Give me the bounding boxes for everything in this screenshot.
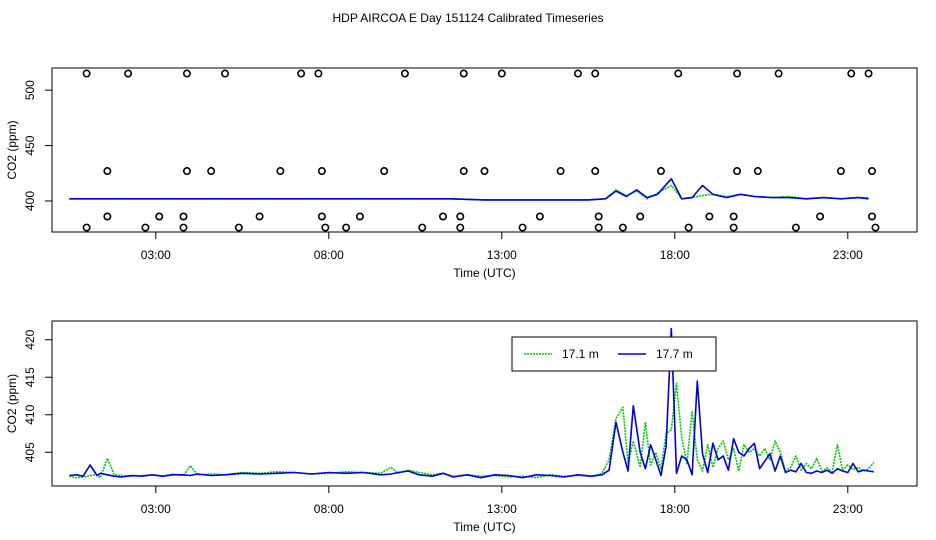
scatter-point xyxy=(255,212,264,221)
x-axis-label: Time (UTC) xyxy=(453,520,515,534)
scatter-point xyxy=(456,212,465,221)
x-tick-label: 18:00 xyxy=(660,502,690,516)
x-tick-label: 13:00 xyxy=(487,248,517,262)
scatter-point xyxy=(82,69,91,78)
legend: 17.1 m 17.7 m xyxy=(511,336,717,372)
y-tick-label: 415 xyxy=(23,367,37,387)
scatter-point xyxy=(438,212,447,221)
scatter-point xyxy=(594,223,603,232)
scatter-point xyxy=(518,223,527,232)
scatter-point xyxy=(141,223,150,232)
scatter-point xyxy=(497,69,506,78)
scatter-point xyxy=(321,223,330,232)
y-axis-label: CO2 (ppm) xyxy=(5,120,19,179)
scatter-point xyxy=(535,212,544,221)
chart-title: HDP AIRCOA E Day 151124 Calibrated Times… xyxy=(332,11,603,25)
scatter-point xyxy=(573,69,582,78)
scatter-point xyxy=(456,223,465,232)
scatter-point xyxy=(674,69,683,78)
x-tick-label: 23:00 xyxy=(833,502,863,516)
y-tick-label: 405 xyxy=(23,442,37,462)
scatter-point xyxy=(179,212,188,221)
scatter-point xyxy=(753,167,762,176)
scatter-point xyxy=(317,167,326,176)
scatter-point xyxy=(418,223,427,232)
scatter-point xyxy=(221,69,230,78)
scatter-point xyxy=(618,223,627,232)
plot-frame xyxy=(51,320,918,487)
scatter-point xyxy=(314,69,323,78)
scatter-point xyxy=(591,167,600,176)
scatter-point xyxy=(82,223,91,232)
scatter-point xyxy=(816,212,825,221)
x-tick-label: 08:00 xyxy=(314,248,344,262)
scatter-point xyxy=(594,212,603,221)
scatter-point xyxy=(480,167,489,176)
scatter-point xyxy=(556,167,565,176)
scatter-point xyxy=(871,223,880,232)
scatter-point xyxy=(864,69,873,78)
scatter-point xyxy=(179,223,188,232)
scatter-point xyxy=(182,167,191,176)
x-tick-label: 08:00 xyxy=(314,502,344,516)
series-line-green xyxy=(69,382,875,479)
scatter-point xyxy=(729,212,738,221)
scatter-point xyxy=(459,167,468,176)
scatter-point xyxy=(317,212,326,221)
x-tick-label: 18:00 xyxy=(660,248,690,262)
scatter-point xyxy=(380,167,389,176)
scatter-point xyxy=(276,167,285,176)
scatter-point xyxy=(774,69,783,78)
scatter-point xyxy=(847,69,856,78)
scatter-point xyxy=(355,212,364,221)
scatter-point xyxy=(868,212,877,221)
series-line-green xyxy=(69,184,869,201)
y-tick-label: 450 xyxy=(23,135,37,155)
scatter-point xyxy=(591,69,600,78)
scatter-point xyxy=(656,167,665,176)
scatter-point xyxy=(705,212,714,221)
scatter-point xyxy=(103,167,112,176)
scatter-point xyxy=(729,223,738,232)
scatter-point xyxy=(400,69,409,78)
scatter-point xyxy=(124,69,133,78)
y-axis-label: CO2 (ppm) xyxy=(5,374,19,433)
scatter-point xyxy=(297,69,306,78)
scatter-point xyxy=(733,69,742,78)
x-tick-label: 03:00 xyxy=(141,502,171,516)
scatter-point xyxy=(234,223,243,232)
series-group xyxy=(69,327,875,479)
scatter-point xyxy=(459,69,468,78)
x-tick-label: 13:00 xyxy=(487,502,517,516)
scatter-point xyxy=(733,167,742,176)
legend-label: 17.7 m xyxy=(656,347,693,361)
scatter-point xyxy=(636,212,645,221)
x-tick-label: 23:00 xyxy=(833,248,863,262)
scatter-point xyxy=(103,212,112,221)
y-tick-label: 410 xyxy=(23,404,37,424)
scatter-point xyxy=(207,167,216,176)
scatter-point xyxy=(155,212,164,221)
scatter-point xyxy=(868,167,877,176)
legend-label: 17.1 m xyxy=(562,347,599,361)
bottom-panel: 03:00 08:00 13:00 18:00 23:00 Time (UTC) 405 41… xyxy=(5,320,918,534)
y-tick-label: 400 xyxy=(23,191,37,211)
top-panel: 03:00 08:00 13:00 18:00 23:00 Time (UTC) 400 45… xyxy=(5,67,918,280)
scatter-point xyxy=(342,223,351,232)
series-group xyxy=(69,69,880,232)
scatter-point xyxy=(684,223,693,232)
y-tick-label: 420 xyxy=(23,329,37,349)
y-tick-label: 500 xyxy=(23,80,37,100)
scatter-point xyxy=(836,167,845,176)
plot-frame xyxy=(51,67,918,233)
series-line-blue xyxy=(69,178,869,201)
scatter-point xyxy=(182,69,191,78)
x-axis-label: Time (UTC) xyxy=(453,266,515,280)
scatter-point xyxy=(791,223,800,232)
x-tick-label: 03:00 xyxy=(141,248,171,262)
series-line-blue xyxy=(69,327,874,479)
